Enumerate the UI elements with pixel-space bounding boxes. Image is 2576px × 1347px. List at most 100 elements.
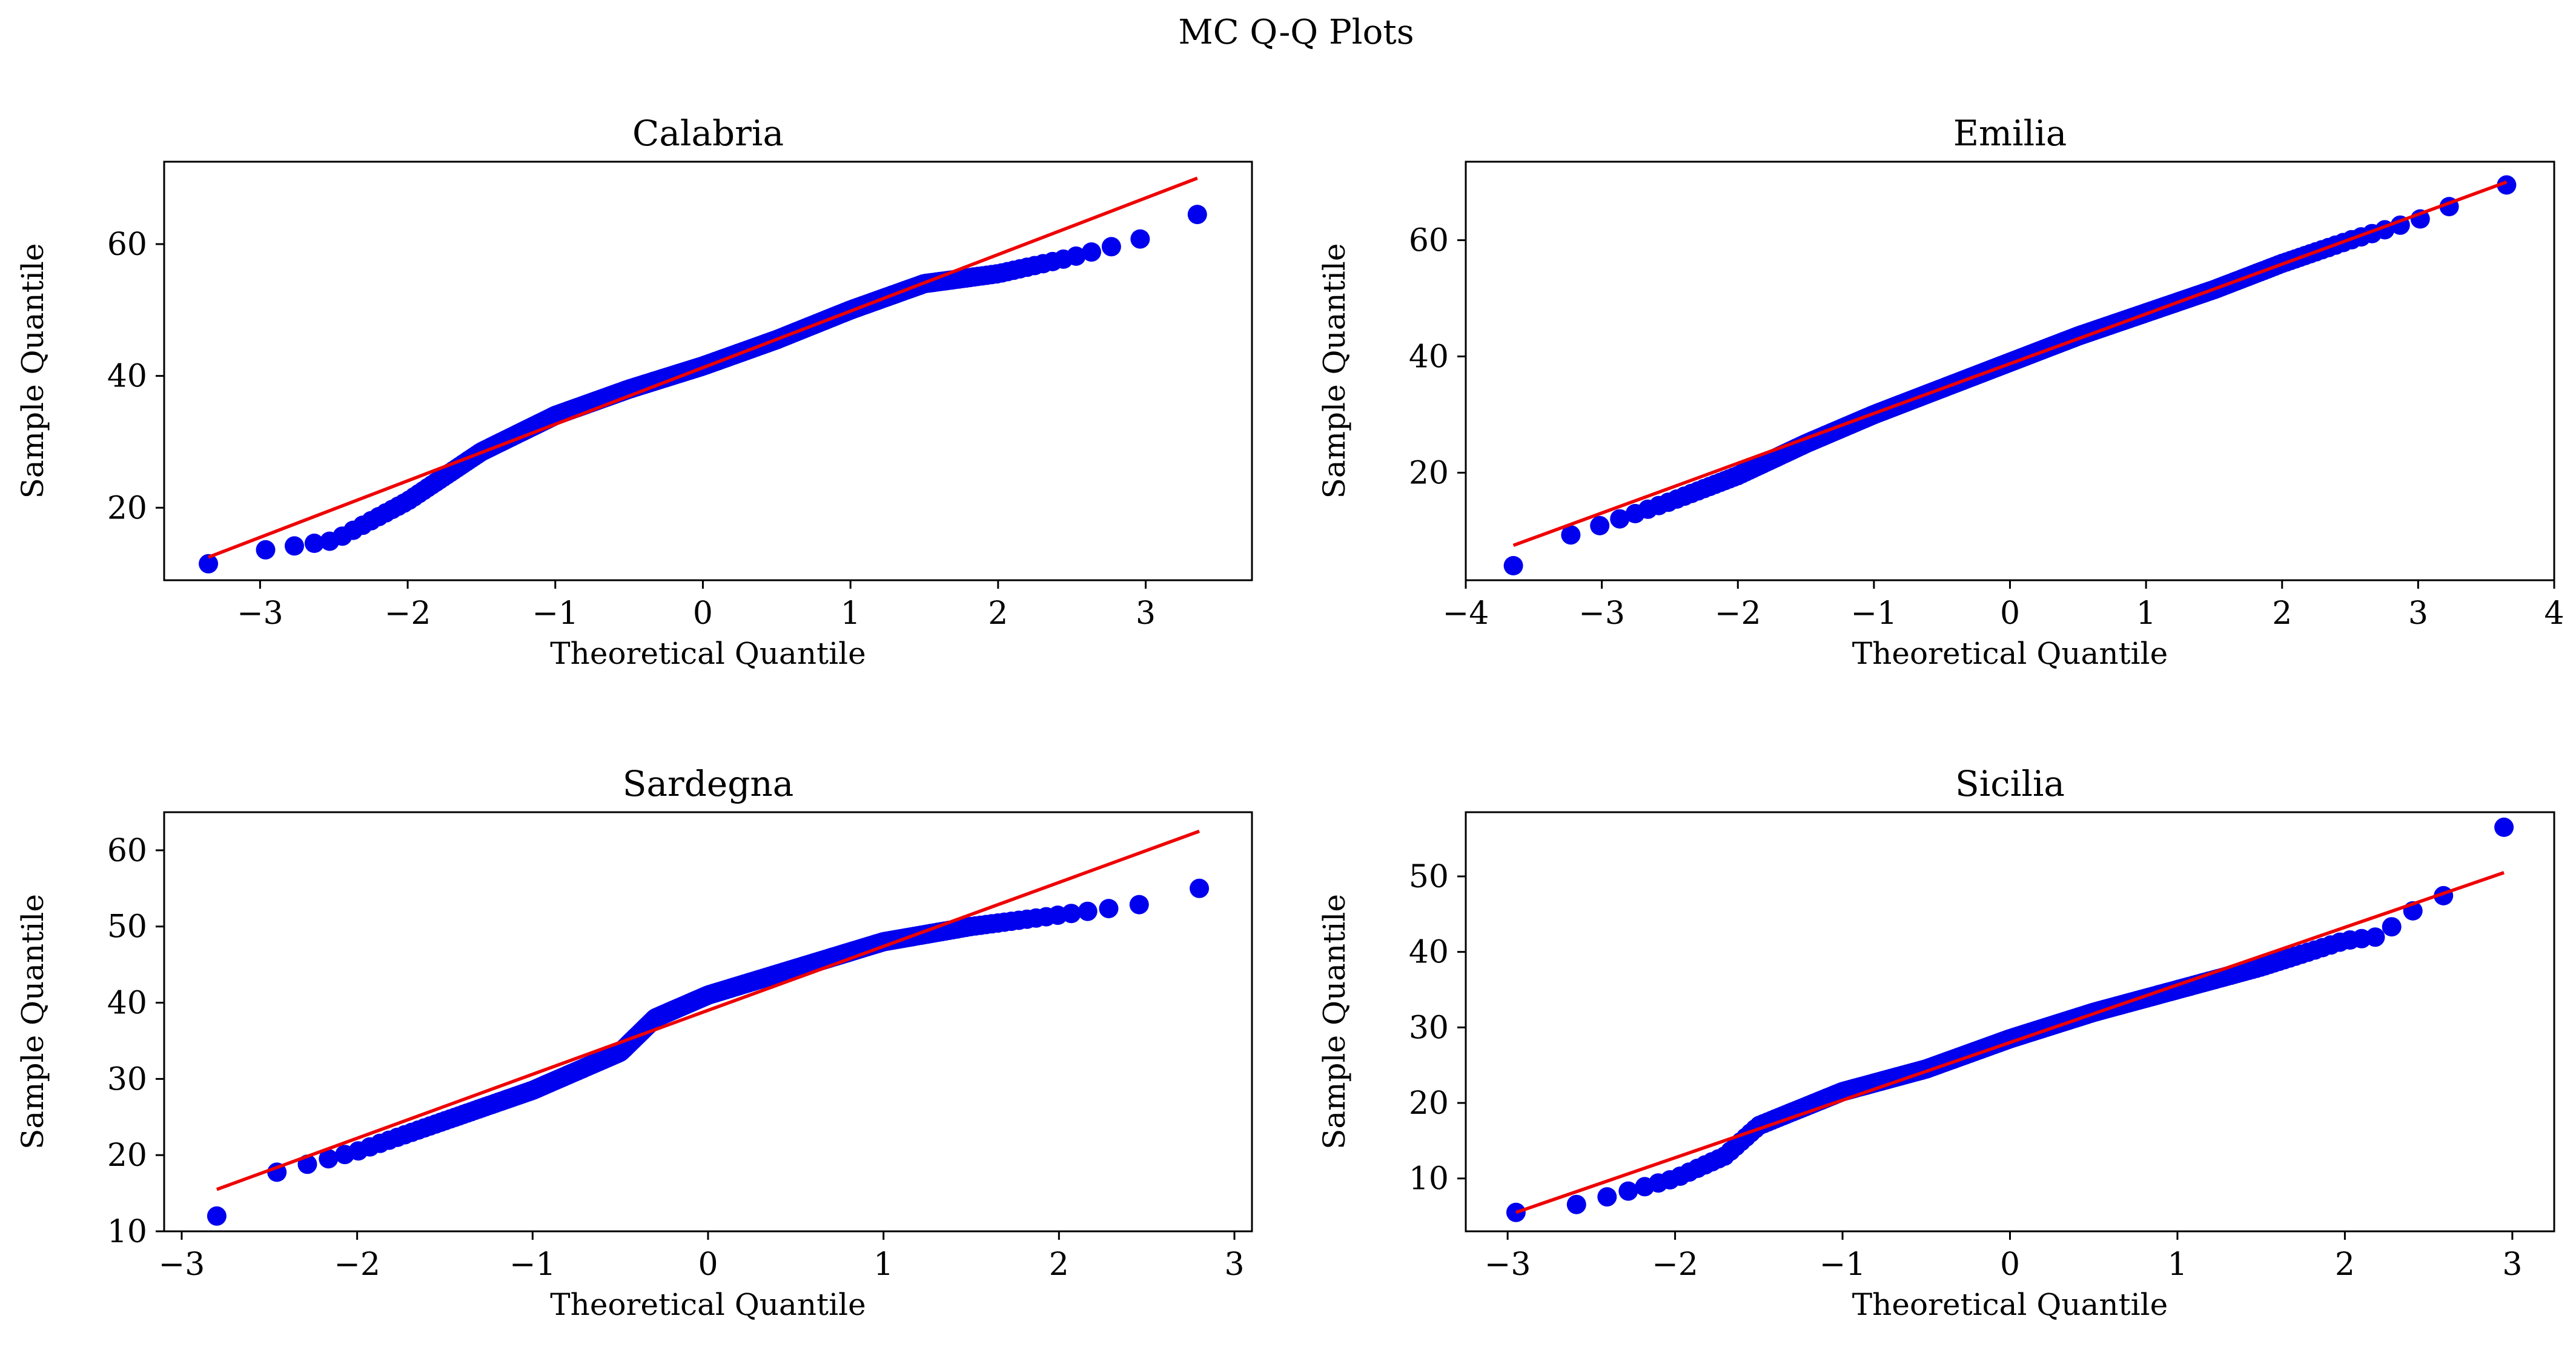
x-tick-label: −3	[237, 595, 283, 632]
x-tick-label: −2	[1652, 1246, 1698, 1283]
y-axis-label: Sample Quantile	[15, 894, 50, 1150]
x-tick-label: −2	[334, 1246, 380, 1283]
data-point	[304, 534, 324, 553]
x-tick-label: 1	[841, 595, 861, 632]
x-tick-label: 1	[2167, 1246, 2187, 1283]
y-tick-label: 40	[1409, 339, 1449, 376]
y-tick-label: 40	[107, 985, 147, 1022]
x-tick-label: −3	[1485, 1246, 1531, 1283]
x-tick-label: 0	[698, 1246, 718, 1283]
points-sicilia	[1506, 817, 2514, 1222]
data-point	[1130, 229, 1150, 249]
y-tick-label: 20	[107, 1137, 147, 1174]
x-tick-label: 2	[2335, 1246, 2355, 1283]
x-tick-label: 2	[2272, 595, 2292, 632]
y-axis-label: Sample Quantile	[1317, 243, 1352, 499]
x-tick-label: −1	[1819, 1246, 1866, 1283]
data-point	[1597, 1187, 1617, 1207]
data-point	[1590, 515, 1610, 535]
reference-line-emilia	[1512, 180, 2508, 547]
data-point	[1101, 237, 1121, 257]
y-tick-label: 30	[107, 1061, 147, 1097]
x-tick-label: −2	[1715, 595, 1761, 632]
points-sardegna	[207, 878, 1210, 1226]
y-tick-label: 50	[107, 909, 147, 945]
chart-title-calabria: Calabria	[632, 113, 784, 154]
data-point	[1610, 509, 1630, 529]
data-point	[199, 554, 219, 574]
y-tick-label: 40	[1409, 935, 1449, 971]
chart-emilia: Emilia −4 −3 −2 −1 0 1 2 3 4 20 40 60 Theoretical Qua…	[1317, 113, 2564, 671]
axes-frame-calabria	[163, 161, 1253, 581]
data-point	[1618, 1181, 1638, 1201]
data-point	[2494, 817, 2514, 837]
x-tick-label: 3	[1136, 595, 1156, 632]
data-point	[1506, 1202, 1526, 1222]
x-tick-label: −1	[509, 1246, 556, 1283]
data-point	[1099, 899, 1119, 919]
data-point	[285, 536, 304, 556]
points-calabria	[199, 205, 1207, 574]
data-point	[1129, 895, 1149, 915]
data-point	[256, 540, 276, 560]
x-tick-label: 2	[988, 595, 1008, 632]
chart-title-sardegna: Sardegna	[623, 763, 794, 804]
figure-title: MC Q-Q Plots	[1178, 13, 1414, 52]
data-point	[1187, 205, 1207, 225]
data-point	[207, 1206, 227, 1226]
y-tick-label: 60	[1409, 223, 1449, 259]
y-axis-label: Sample Quantile	[1317, 894, 1352, 1150]
data-point	[2497, 175, 2517, 195]
x-tick-label: −2	[385, 595, 431, 632]
x-axis-label: Theoretical Quantile	[550, 636, 866, 671]
y-tick-label: 40	[107, 359, 147, 395]
x-tick-label: 3	[1224, 1246, 1244, 1283]
data-point	[1061, 904, 1081, 924]
data-point	[1503, 556, 1523, 575]
data-point	[1561, 525, 1581, 545]
x-tick-label: 0	[2000, 1246, 2020, 1283]
data-point	[1082, 242, 1101, 262]
reference-line-sardegna	[216, 829, 1200, 1191]
reference-line-calabria	[208, 176, 1198, 559]
data-point	[1066, 246, 1086, 266]
x-axis-label: Theoretical Quantile	[1852, 636, 2168, 671]
axes-frame-sicilia	[1465, 811, 2555, 1233]
data-point	[2365, 927, 2385, 947]
y-tick-label: 20	[1409, 455, 1449, 491]
chart-sardegna: Sardegna −3 −2 −1 0 1 2 3 10 20 30 40 50 60 Theoretica…	[15, 763, 1253, 1322]
x-tick-label: −1	[1851, 595, 1898, 632]
x-axis-label: Theoretical Quantile	[550, 1287, 866, 1322]
y-tick-label: 10	[107, 1214, 147, 1250]
reference-line-sicilia	[1515, 871, 2505, 1214]
x-tick-label: −3	[1578, 595, 1625, 632]
data-point	[319, 1149, 339, 1169]
chart-title-emilia: Emilia	[1953, 113, 2067, 154]
x-tick-label: 3	[2408, 595, 2428, 632]
x-tick-label: 0	[693, 595, 713, 632]
chart-calabria: Calabria −3 −2 −1 0 1 2 3 20 40 60 Theoretical Quan…	[15, 113, 1253, 671]
axes-frame-sardegna	[163, 811, 1253, 1233]
chart-sicilia: Sicilia −3 −2 −1 0 1 2 3 10 20 30 40 50 Theoretical Q…	[1317, 763, 2555, 1322]
y-tick-label: 60	[107, 833, 147, 869]
data-point	[2382, 917, 2402, 937]
y-axis-label: Sample Quantile	[15, 243, 50, 499]
data-point	[1190, 878, 1210, 898]
y-tick-label: 60	[107, 227, 147, 263]
y-tick-label: 20	[107, 490, 147, 526]
data-point	[1566, 1194, 1586, 1214]
x-tick-label: 4	[2544, 595, 2564, 632]
x-tick-label: 0	[2000, 595, 2020, 632]
x-tick-label: 3	[2502, 1246, 2522, 1283]
y-tick-label: 30	[1409, 1010, 1449, 1046]
x-tick-label: 1	[2136, 595, 2156, 632]
y-tick-label: 50	[1409, 859, 1449, 895]
x-tick-label: −3	[159, 1246, 205, 1283]
x-tick-label: 2	[1049, 1246, 1069, 1283]
y-tick-label: 20	[1409, 1085, 1449, 1122]
x-axis-label: Theoretical Quantile	[1852, 1287, 2168, 1322]
data-point	[1078, 901, 1098, 921]
y-tick-label: 10	[1409, 1161, 1449, 1197]
